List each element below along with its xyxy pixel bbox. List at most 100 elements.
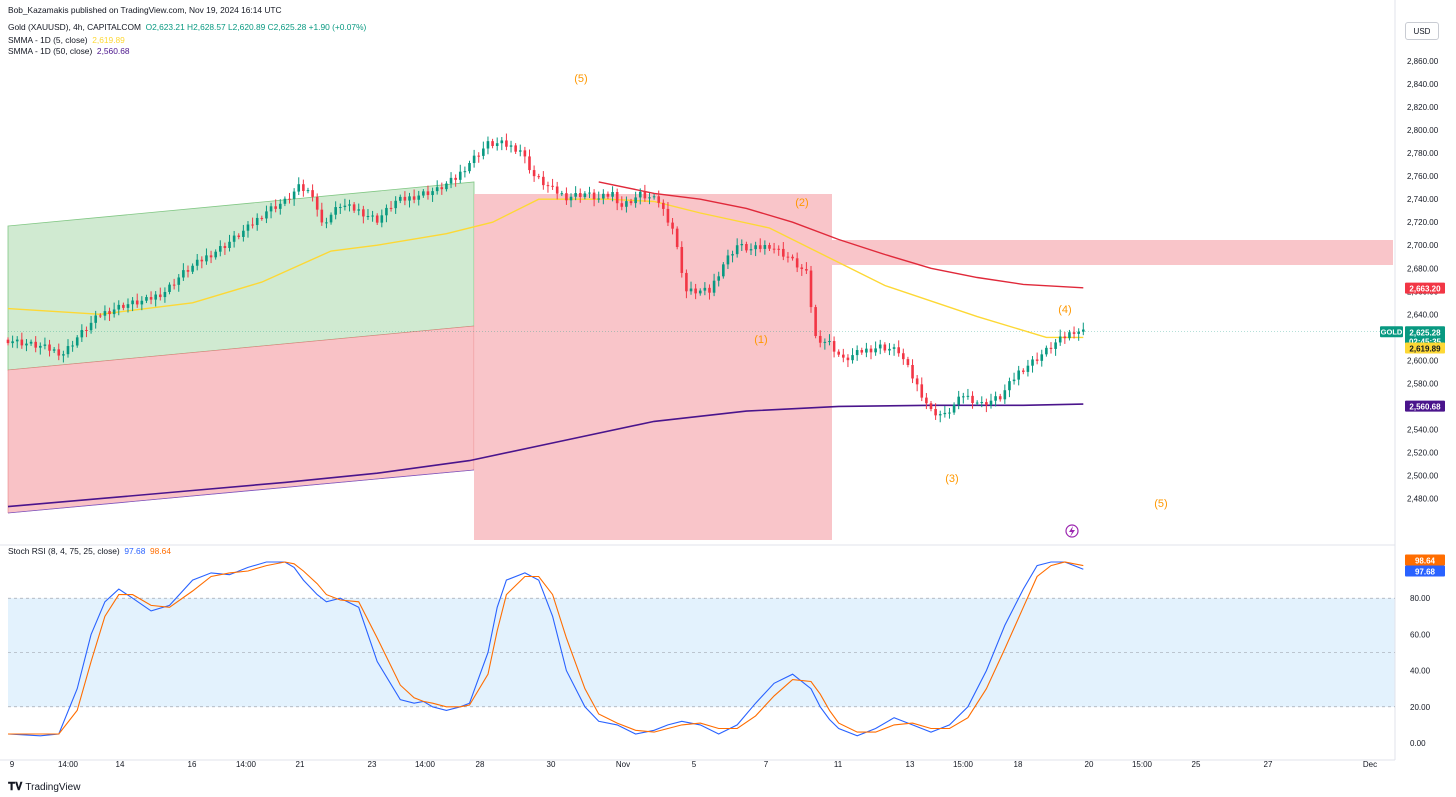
tradingview-footer[interactable]: 𝐓𝐕 TradingView [8, 781, 80, 794]
candle-body [869, 348, 873, 353]
price-tick-label: 2,800.00 [1407, 126, 1439, 135]
time-tick-label: 27 [1264, 760, 1273, 769]
candle-body [823, 341, 827, 343]
candle-body [172, 284, 176, 286]
candle-body [588, 192, 591, 194]
candle-body [449, 177, 453, 184]
candle-body [500, 140, 504, 144]
smma5-label: SMMA - 1D (5, close) [8, 35, 88, 45]
wave-label: (1) [754, 334, 767, 346]
candle-body [998, 396, 1002, 400]
symbol-legend[interactable]: Gold (XAUUSD), 4h, CAPITALCOM O2,623.21 … [8, 22, 366, 32]
candle-body [726, 255, 730, 265]
stoch-k-badge: 97.68 [1405, 565, 1445, 577]
candle-body [980, 402, 984, 404]
candle-body [491, 141, 494, 146]
stoch-legend[interactable]: Stoch RSI (8, 4, 75, 25, close) 97.68 98… [8, 546, 171, 556]
candle-body [182, 270, 185, 278]
smma50-price-badge-text: 2,560.68 [1409, 403, 1441, 412]
candle-body [454, 177, 457, 180]
candle-body [385, 207, 388, 216]
candle-body [435, 187, 439, 192]
candle-body [818, 335, 822, 343]
candle-body [703, 287, 707, 291]
candle-body [66, 346, 70, 355]
price-tick-label: 2,520.00 [1407, 449, 1439, 458]
gold-symbol-tag-text: GOLD [1381, 327, 1403, 336]
candle-body [782, 248, 785, 257]
candle-body [486, 141, 490, 149]
grid-layer [0, 0, 1396, 761]
candle-body [218, 246, 222, 252]
candle-body [680, 247, 684, 273]
candle-body [643, 191, 647, 199]
smma50-legend[interactable]: SMMA - 1D (50, close) 2,560.68 [8, 46, 130, 56]
candle-body [1081, 329, 1085, 332]
time-tick-label: 30 [547, 760, 556, 769]
price-tick-label: 2,780.00 [1407, 149, 1439, 158]
channel-lower-edge [7, 469, 475, 514]
candle-body [122, 304, 125, 308]
candle-body [440, 187, 444, 190]
candle-body [638, 191, 642, 198]
currency-button[interactable]: USD [1405, 22, 1439, 40]
candle-body [523, 150, 527, 157]
candle-body [902, 353, 905, 360]
candle-body [306, 190, 310, 192]
candle-body [735, 245, 739, 255]
last-price-badge-bg [1405, 326, 1445, 348]
candle-body [422, 191, 425, 196]
price-axis[interactable]: 2,480.002,500.002,520.002,540.002,560.00… [1407, 57, 1439, 748]
candle-body [1017, 370, 1020, 380]
candle-body [1049, 347, 1053, 349]
candle-body [302, 184, 305, 191]
candle-body [205, 255, 208, 262]
candle-body [214, 251, 217, 258]
candle-body [366, 215, 370, 217]
candle-body [29, 341, 33, 344]
candle-body [11, 341, 14, 344]
candle-body [426, 191, 430, 196]
candle-body [546, 185, 550, 187]
stoch-tick-label: 0.00 [1410, 739, 1426, 748]
candle-body [251, 224, 254, 226]
candle-body [1063, 336, 1067, 339]
price-tick-label: 2,820.00 [1407, 103, 1439, 112]
candle-body [740, 244, 744, 246]
candle-body [514, 145, 517, 152]
candle-body [906, 359, 910, 365]
candle-body [698, 290, 702, 294]
stoch-k-badge-text: 97.68 [1415, 567, 1436, 576]
candle-body [389, 207, 393, 209]
candle-body [685, 272, 688, 292]
candle-body [911, 364, 914, 379]
candle-body [1040, 354, 1044, 361]
red-line-price-badge: 2,663.20 [1405, 282, 1445, 294]
candle-body [375, 215, 379, 223]
price-tick-label: 2,540.00 [1407, 425, 1439, 434]
red-line-price-badge-text: 2,663.20 [1409, 285, 1441, 294]
candle-body [408, 196, 411, 201]
time-tick-label: 7 [764, 760, 769, 769]
price-tick-label: 2,600.00 [1407, 356, 1439, 365]
candle-body [145, 297, 148, 301]
wave-label: (3) [945, 473, 958, 485]
candle-body [777, 248, 781, 250]
candle-body [597, 198, 601, 200]
candle-body [915, 378, 919, 385]
candle-body [260, 217, 264, 219]
stoch-d-badge-text: 98.64 [1415, 556, 1436, 565]
smma5-legend[interactable]: SMMA - 1D (5, close) 2,619.89 [8, 35, 125, 45]
time-tick-label: 5 [692, 760, 697, 769]
candle-body [477, 155, 481, 157]
time-tick-label: 14 [116, 760, 125, 769]
time-axis[interactable]: 9 14:00 14 16 14:00 21 23 14:00 28 30 Nov 5 7 11 13 15:… [10, 760, 1377, 769]
stoch-d-badge-bg [1405, 554, 1445, 566]
candle-body [828, 341, 831, 343]
candle-body [445, 183, 448, 190]
candle-body [255, 217, 259, 226]
candle-body [878, 344, 882, 349]
candle-body [371, 215, 374, 217]
candle-body [551, 185, 554, 187]
